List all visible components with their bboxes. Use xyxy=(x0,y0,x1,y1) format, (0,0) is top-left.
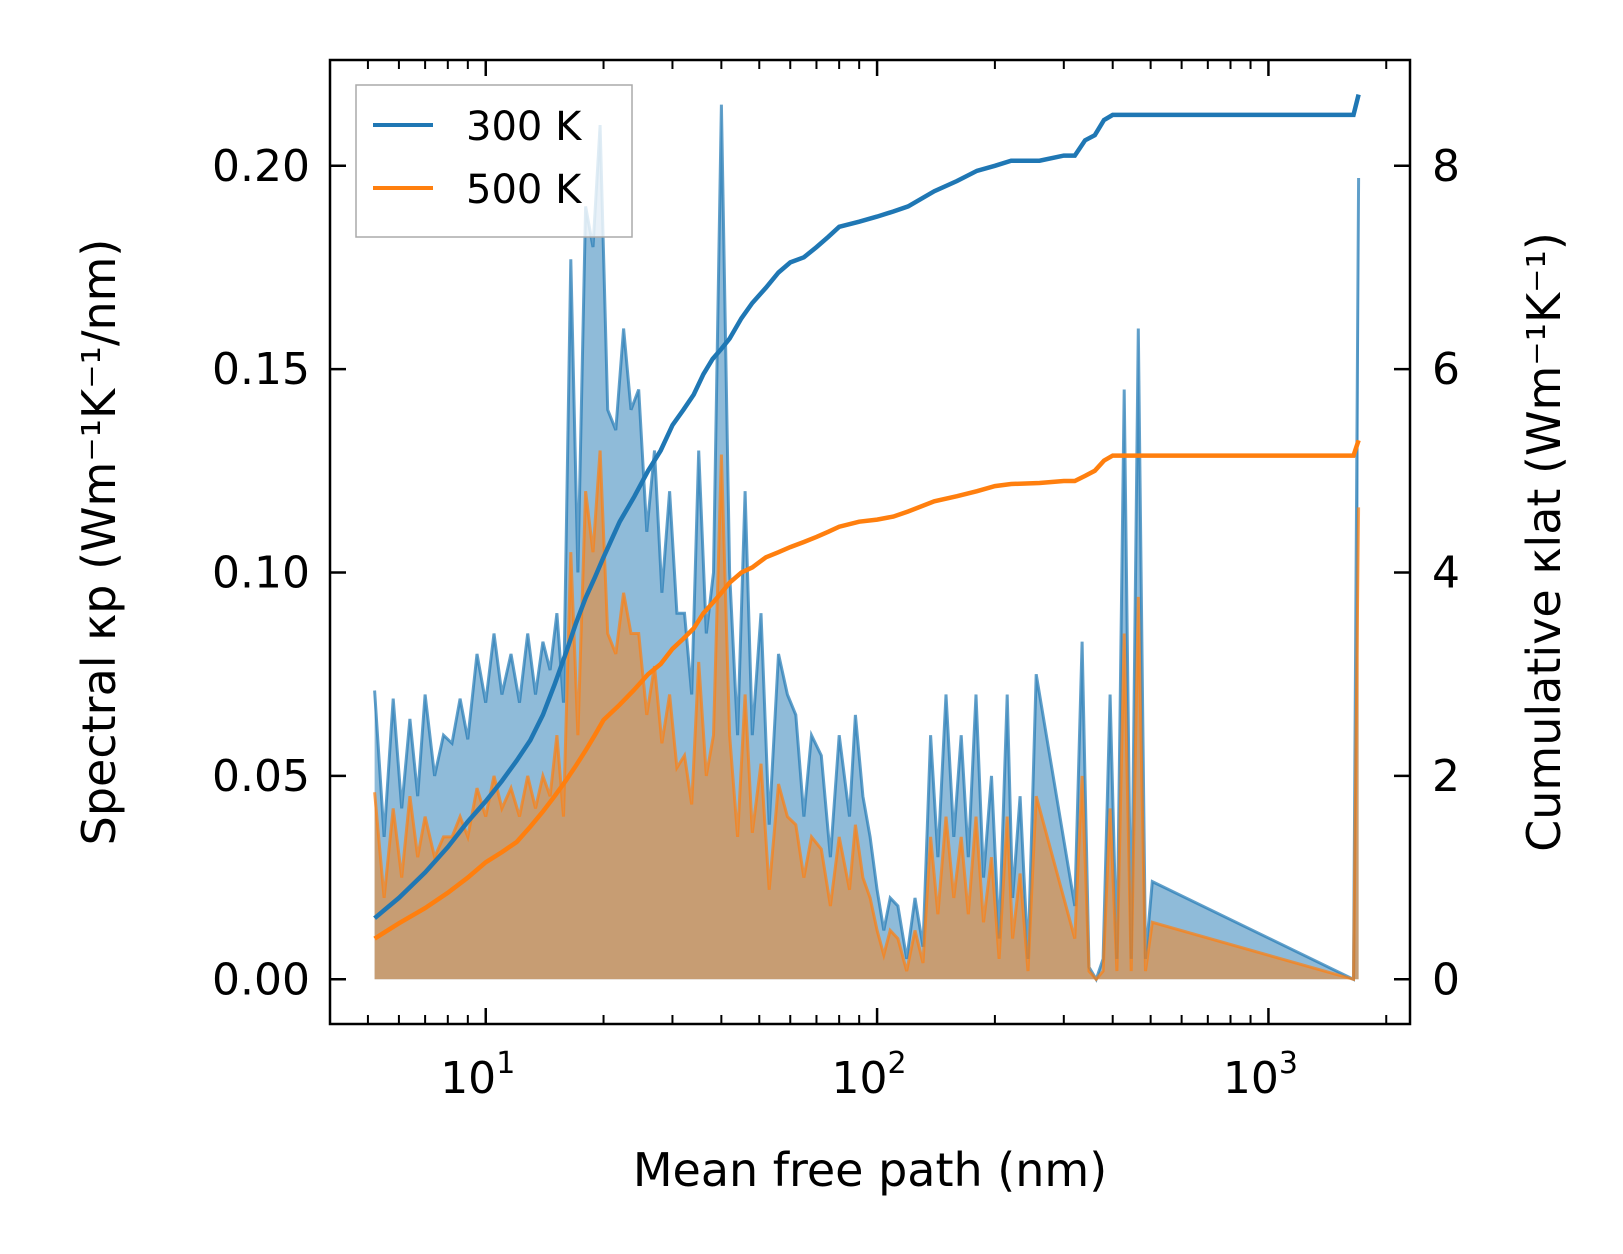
y2-tick-label: 8 xyxy=(1432,141,1460,192)
spectral-fills xyxy=(374,104,1359,980)
y-axis-label: Spectral κp (Wm⁻¹K⁻¹/nm) xyxy=(72,239,126,846)
spectral-fill-500k xyxy=(374,450,1359,980)
x-axis: 101 102 103 xyxy=(329,60,1388,1104)
y2-axis-label: Cumulative κlat (Wm⁻¹K⁻¹) xyxy=(1517,232,1571,852)
x-tick-label: 102 xyxy=(832,1046,907,1104)
spectral-line-300k xyxy=(373,104,1361,983)
y2-tick-label: 2 xyxy=(1432,751,1460,802)
y-tick-label: 0.15 xyxy=(212,344,310,395)
x-tick-label: 101 xyxy=(440,1046,515,1104)
cumulative-line-500k xyxy=(373,439,1361,941)
legend-label-300k: 300 K xyxy=(466,104,583,150)
x-tick-label: 103 xyxy=(1223,1046,1298,1104)
legend-box xyxy=(355,84,633,238)
cumulative-lines xyxy=(373,94,1361,941)
y2-tick-label: 0 xyxy=(1432,954,1460,1005)
x-axis-label: Mean free path (nm) xyxy=(633,1143,1107,1197)
cumulative-line-300k xyxy=(373,94,1361,920)
y-tick-label: 0.00 xyxy=(212,954,310,1005)
spectral-line-500k xyxy=(373,450,1361,982)
y-tick-label: 0.05 xyxy=(212,751,310,802)
y-tick-label: 0.10 xyxy=(212,548,310,599)
y-axis-left: 0.00 0.05 0.10 0.15 0.20 xyxy=(212,141,346,1005)
plot-frame xyxy=(328,58,1412,1026)
legend: 300 K 500 K xyxy=(355,84,633,238)
spectral-lines xyxy=(373,104,1361,983)
y2-tick-label: 4 xyxy=(1432,548,1460,599)
y-tick-label: 0.20 xyxy=(212,141,310,192)
legend-label-500k: 500 K xyxy=(466,167,583,213)
y-axis-right: 0 2 4 6 8 xyxy=(1394,141,1460,1005)
y2-tick-label: 6 xyxy=(1432,344,1460,395)
